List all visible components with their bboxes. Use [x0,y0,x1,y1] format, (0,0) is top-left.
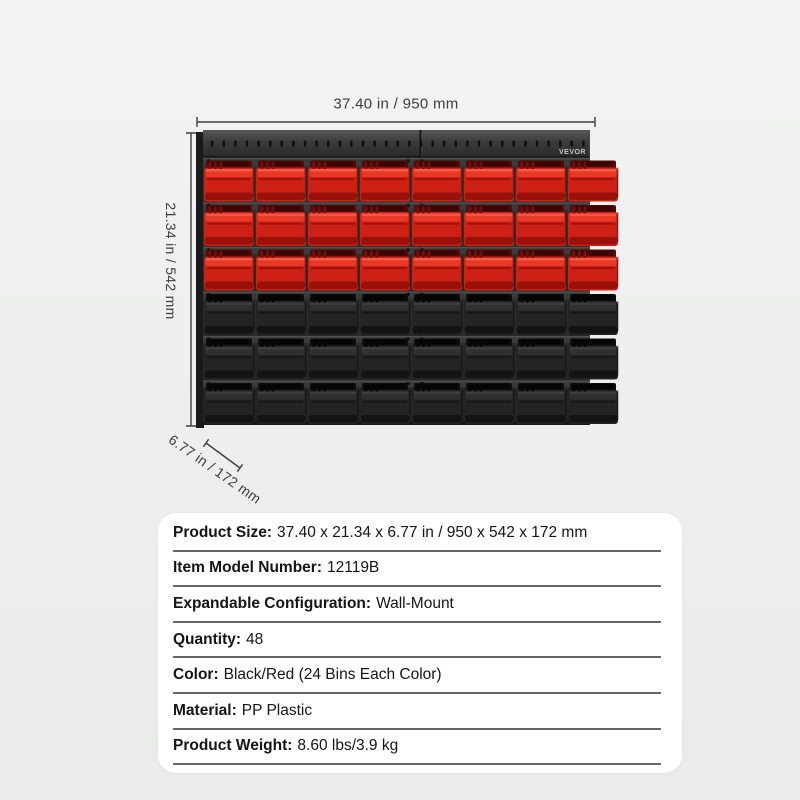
product-illustration: VEVOR [186,117,619,473]
spec-label: Expandable Configuration: [173,594,372,612]
storage-bin-red [412,205,463,246]
storage-bin-black [308,383,359,424]
storage-bin-black [516,294,567,335]
storage-bin-black [412,338,463,380]
storage-bin-red [256,249,307,291]
spec-table: Product Size: 37.40 x 21.34 x 6.77 in / 9… [158,513,682,766]
storage-bin-black [464,294,515,335]
storage-bin-red [412,249,463,291]
storage-bin-black [256,338,307,380]
spec-row: Expandable Configuration: Wall-Mount [173,587,661,623]
brand-logo: VEVOR [559,149,586,156]
storage-bin-black [256,294,307,335]
spec-label: Color: [173,666,219,684]
spec-label: Item Model Number: [173,559,322,577]
storage-bin-red [204,205,255,246]
storage-bin-black [464,338,515,380]
storage-bin-red [412,160,463,202]
storage-bin-red [360,249,411,291]
storage-bin-red [204,160,255,202]
spec-row: Item Model Number: 12119B [173,552,661,588]
storage-bin-black [516,338,567,380]
dimension-height-line [186,132,196,427]
rail-slots [211,140,585,147]
storage-bin-red [308,205,359,246]
spec-value: 37.40 x 21.34 x 6.77 in / 950 x 542 x 17… [277,523,588,541]
storage-bin-black [568,338,619,380]
storage-bin-black [256,383,307,424]
storage-bin-black [568,294,619,335]
spec-row: Color: Black/Red (24 Bins Each Color) [173,658,661,694]
storage-bin-red [516,249,567,291]
panel-rail-shadow [203,156,590,158]
storage-bin-black [412,383,463,424]
dimension-width-line [196,117,596,127]
storage-bin-red [464,205,515,246]
storage-bin-black [412,294,463,335]
spec-label: Product Weight: [173,737,293,755]
storage-bin-red [308,160,359,202]
storage-bin-red [464,249,515,291]
storage-bins [204,160,619,424]
spec-value: 48 [246,630,264,648]
storage-bin-red [568,205,619,246]
storage-bin-black [464,383,515,424]
storage-bin-red [464,160,515,202]
storage-bin-red [360,160,411,202]
storage-bin-red [516,160,567,202]
spec-row: Product Weight: 8.60 lbs/3.9 kg [173,730,661,766]
storage-bin-red [516,205,567,246]
spec-row: Product Size: 37.40 x 21.34 x 6.77 in / 9… [173,516,661,552]
storage-bin-red [204,249,255,291]
dimension-depth-line [202,438,244,473]
storage-bin-red [568,249,619,291]
dimension-annotations [186,117,596,473]
spec-label: Quantity: [173,630,242,648]
spec-row: Material: PP Plastic [173,694,661,730]
storage-bin-red [256,160,307,202]
spec-row: Quantity: 48 [173,623,661,659]
spec-value: Wall-Mount [376,594,454,612]
storage-bin-black [204,294,255,335]
storage-bin-black [516,383,567,424]
panel-left-edge [196,132,204,428]
storage-bin-red [308,249,359,291]
dimension-width-label: 37.40 in / 950 mm [333,95,459,113]
spec-card: Product Size: 37.40 x 21.34 x 6.77 in / 9… [158,513,682,773]
storage-bin-black [360,383,411,424]
spec-value: 8.60 lbs/3.9 kg [297,737,399,755]
spec-value: Black/Red (24 Bins Each Color) [223,666,442,684]
spec-label: Product Size: [173,523,273,541]
storage-bin-black [360,294,411,335]
storage-bin-black [308,338,359,380]
spec-value: PP Plastic [241,701,313,719]
storage-bin-black [204,338,255,380]
spec-label: Material: [173,701,237,719]
storage-bin-black [360,338,411,380]
storage-bin-black [204,383,255,424]
storage-bin-red [360,205,411,246]
dimension-height-label: 21.34 in / 542 mm [163,202,179,320]
spec-value: 12119B [326,559,380,577]
storage-bin-black [308,294,359,335]
storage-bin-red [568,160,619,202]
storage-bin-black [568,383,619,424]
storage-bin-red [256,205,307,246]
panel-top-rail [203,130,590,157]
